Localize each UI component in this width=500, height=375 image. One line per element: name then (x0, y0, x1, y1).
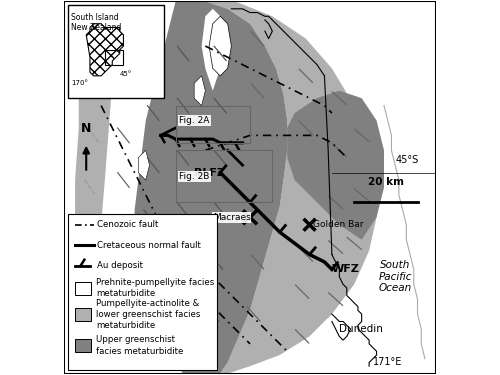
Text: 171°E: 171°E (373, 357, 402, 368)
Bar (176, 106, 250, 143)
Text: Dunedin: Dunedin (340, 324, 383, 334)
Text: Pumpellyite-actinolite &
lower greenschist facies
metaturbidite: Pumpellyite-actinolite & lower greenschi… (96, 299, 200, 330)
Text: 45°: 45° (120, 71, 132, 77)
Text: South Island
New Zealand: South Island New Zealand (72, 12, 122, 32)
Bar (68, 5, 164, 98)
Text: Cretaceous normal fault: Cretaceous normal fault (98, 241, 202, 250)
Text: BLFZ: BLFZ (194, 168, 225, 178)
Polygon shape (209, 16, 232, 76)
Text: 45°S: 45°S (395, 155, 418, 165)
Polygon shape (134, 2, 287, 374)
Text: N: N (81, 122, 92, 135)
Text: South
Pacific
Ocean: South Pacific Ocean (378, 260, 412, 293)
Bar (75, 309, 90, 321)
Text: Golden Bar: Golden Bar (314, 220, 364, 229)
Polygon shape (194, 76, 205, 106)
Text: Macraes: Macraes (213, 213, 250, 222)
Bar (75, 282, 90, 294)
Text: WFZ: WFZ (332, 264, 360, 274)
Polygon shape (206, 2, 376, 374)
Polygon shape (86, 24, 124, 76)
Polygon shape (202, 9, 224, 91)
Text: 20 km: 20 km (368, 177, 404, 188)
Bar (68, 213, 216, 370)
Polygon shape (72, 39, 112, 366)
Text: Upper greenschist
facies metaturbidite: Upper greenschist facies metaturbidite (96, 336, 184, 356)
Text: 170°: 170° (72, 80, 88, 86)
Text: Fig. 2A: Fig. 2A (180, 116, 210, 125)
Text: Au deposit: Au deposit (98, 261, 144, 270)
Bar (176, 150, 272, 202)
Text: Fig. 2B: Fig. 2B (180, 172, 210, 181)
Bar (75, 339, 90, 352)
Text: Prehnite-pumpellyite facies
metaturbidite: Prehnite-pumpellyite facies metaturbidit… (96, 278, 214, 298)
Polygon shape (138, 150, 149, 180)
Bar (105, 50, 124, 64)
Text: Cenozoic fault: Cenozoic fault (98, 220, 159, 229)
Polygon shape (287, 91, 384, 240)
